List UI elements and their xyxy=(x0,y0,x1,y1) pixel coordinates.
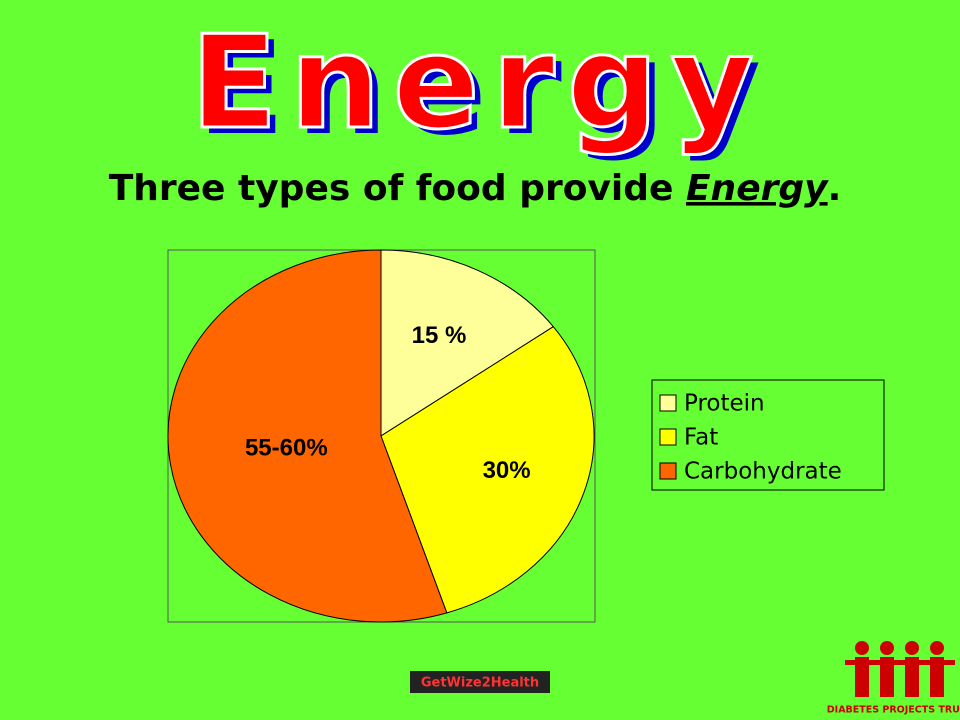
data-label: 30% xyxy=(483,457,531,484)
legend-box xyxy=(651,379,885,491)
legend-swatch xyxy=(659,394,677,412)
pie-slice xyxy=(380,249,555,437)
data-label: 15 % xyxy=(412,322,467,349)
legend: Protein Fat Carbohydrate xyxy=(651,379,885,491)
logo-text: GetWize2Health xyxy=(421,676,539,691)
logo-bg xyxy=(410,671,550,693)
legend-label: Fat xyxy=(684,425,718,451)
pie-slice xyxy=(167,249,448,623)
left-logo: GetWize2Health xyxy=(410,671,550,693)
subtitle-text: Three types of food provide xyxy=(109,168,686,209)
data-label: 55-60% xyxy=(245,434,328,461)
subtitle-emphasis: Energy xyxy=(686,168,829,209)
legend-swatch xyxy=(659,428,677,446)
subtitle-end: . xyxy=(828,168,842,209)
logo-text: DIABETES PROJECTS TRUST xyxy=(827,705,960,716)
legend-label: Carbohydrate xyxy=(684,459,842,485)
pie-slice xyxy=(380,326,595,614)
logo-figures xyxy=(845,641,955,697)
title-shadow: Energy xyxy=(197,15,773,164)
pie: 15 % 30% 55-60% xyxy=(167,249,595,623)
legend-swatch xyxy=(659,462,677,480)
right-logo: DIABETES PROJECTS TRUST xyxy=(827,641,960,716)
chart-title: Energy xyxy=(190,9,766,158)
subtitle: Three types of food provide Energy. xyxy=(109,168,842,209)
legend-label: Protein xyxy=(684,391,765,417)
